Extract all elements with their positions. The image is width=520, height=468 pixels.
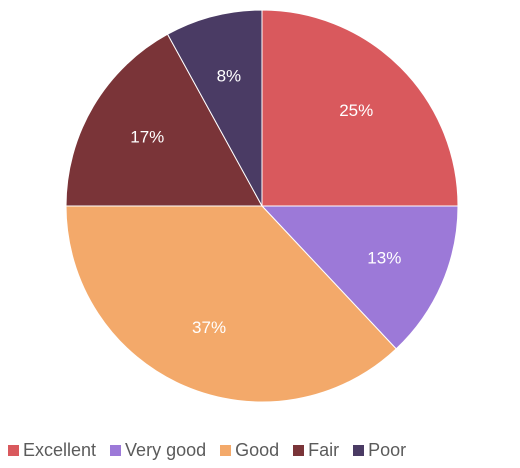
- legend-label: Fair: [308, 439, 340, 460]
- data-label-fair: 17%: [130, 128, 164, 147]
- pie-slice-fair: [65, 33, 263, 207]
- data-label-very-good: 13%: [367, 248, 401, 267]
- legend-swatch: [110, 444, 122, 456]
- legend-item-very-good: Very good: [110, 440, 206, 461]
- legend-item-fair: Fair: [293, 440, 339, 461]
- legend-label: Excellent: [23, 439, 97, 460]
- legend-item-excellent: Excellent: [8, 440, 96, 461]
- legend-item-poor: Poor: [353, 440, 406, 461]
- data-label-excellent: 25%: [339, 101, 373, 120]
- pie-slice-excellent: [261, 9, 459, 207]
- legend-label: Very good: [125, 439, 207, 460]
- legend-item-good: Good: [220, 440, 279, 461]
- legend-swatch: [8, 444, 19, 456]
- data-label-good: 37%: [192, 318, 226, 337]
- pie-slice-good: [65, 205, 397, 403]
- legend-swatch: [220, 444, 232, 456]
- chart-legend: Excellent Very good Good Fair Poor: [8, 437, 520, 463]
- legend-swatch: [353, 444, 365, 456]
- data-label-poor: 8%: [217, 66, 242, 85]
- pie-slice-very-good: [260, 205, 459, 350]
- legend-swatch: [293, 444, 305, 456]
- pie-slice-poor: [166, 9, 263, 207]
- legend-label: Poor: [368, 439, 407, 460]
- legend-label: Good: [235, 439, 280, 460]
